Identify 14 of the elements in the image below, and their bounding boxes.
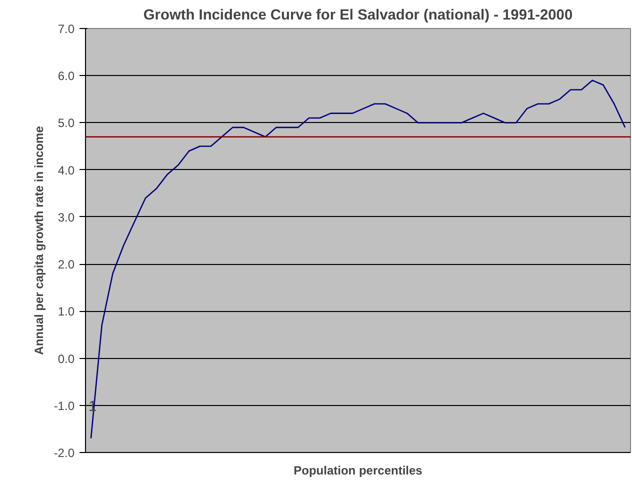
y-tick-label: 4.0 <box>58 163 75 178</box>
y-tick-label: 1.0 <box>58 304 75 319</box>
y-tick-label: -2.0 <box>54 446 75 460</box>
y-tick-label: 6.0 <box>58 69 75 84</box>
line-series <box>90 80 626 440</box>
y-tick-label: 0.0 <box>58 352 75 366</box>
y-tick-label: -1.0 <box>54 398 75 413</box>
y-tick-label: 3.0 <box>58 210 75 224</box>
y-tick-label: 2.0 <box>58 258 75 272</box>
y-axis-title: Annual per capita growth rate in income <box>32 126 46 355</box>
x-axis-title: Population percentiles <box>294 464 423 478</box>
y-tick-label: 7.0 <box>58 22 75 36</box>
y-tick-label: 5.0 <box>58 116 75 130</box>
chart-title: Growth Incidence Curve for El Salvador (national) - 1991-2000 <box>143 8 573 24</box>
